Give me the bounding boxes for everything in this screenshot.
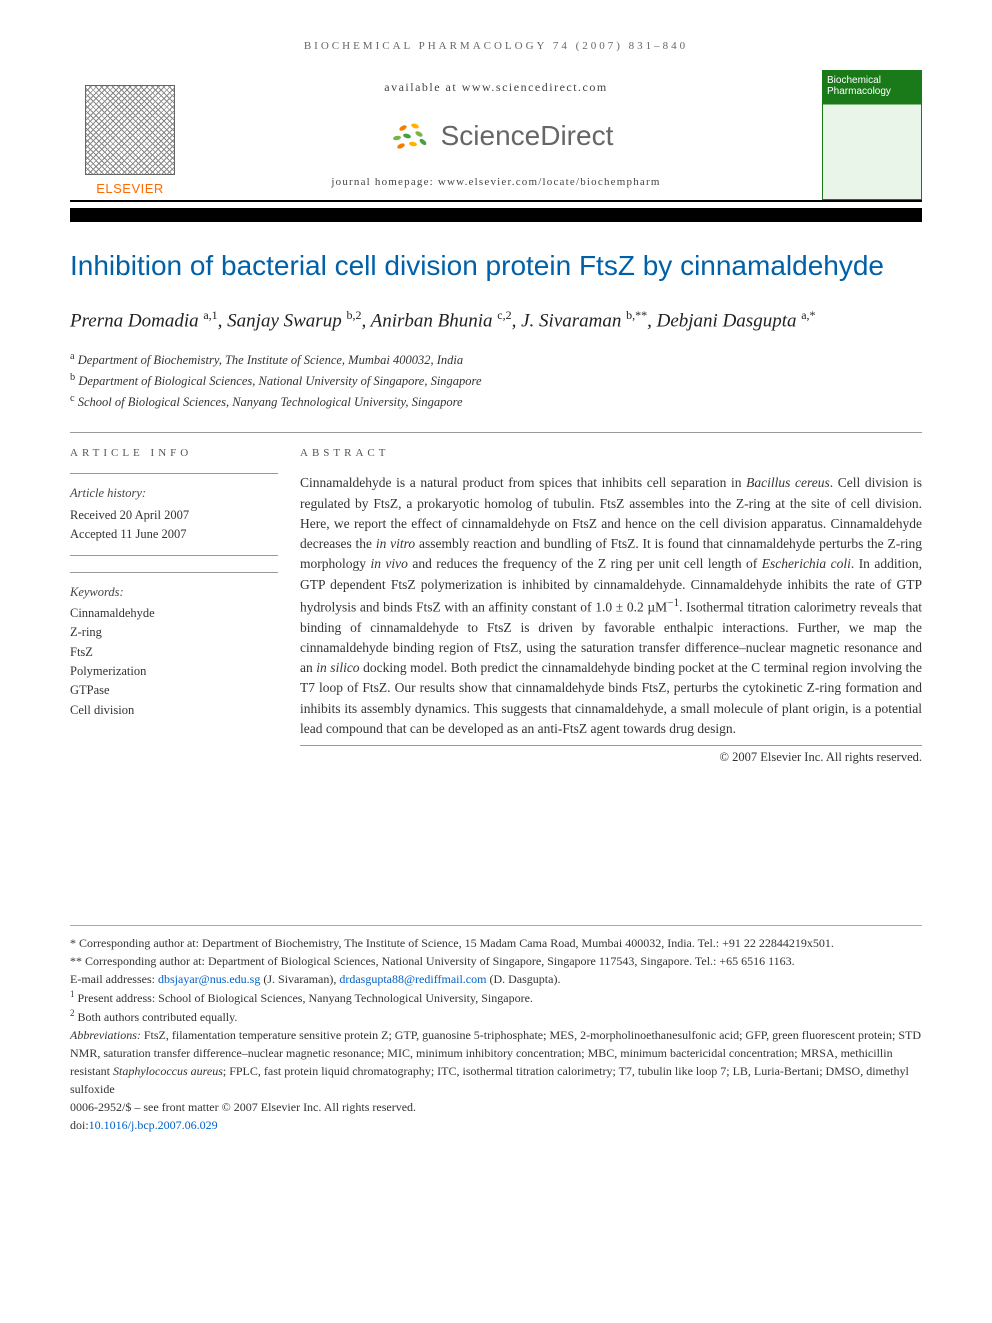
- masthead-center: available at www.sciencedirect.com: [190, 70, 802, 200]
- corresponding-2: ** Corresponding author at: Department o…: [70, 952, 922, 970]
- sciencedirect-logo: ScienceDirect: [379, 114, 614, 158]
- email-link-2[interactable]: drdasgupta88@rediffmail.com: [339, 972, 486, 986]
- keyword: Cell division: [70, 701, 278, 720]
- abstract-body: Cinnamaldehyde is a natural product from…: [300, 473, 922, 746]
- abstract-column: ABSTRACT Cinnamaldehyde is a natural pro…: [300, 447, 922, 765]
- keywords-label: Keywords:: [70, 583, 278, 602]
- abbreviations: Abbreviations: FtsZ, filamentation tempe…: [70, 1026, 922, 1098]
- affiliation: b Department of Biological Sciences, Nat…: [70, 370, 922, 391]
- email2-who: (D. Dasgupta).: [489, 972, 560, 986]
- keyword: GTPase: [70, 681, 278, 700]
- footer-block: * Corresponding author at: Department of…: [70, 925, 922, 1134]
- cover-title: Biochemical Pharmacology: [823, 71, 921, 97]
- footnote-1: 1 Present address: School of Biological …: [70, 988, 922, 1007]
- footnote-2: 2 Both authors contributed equally.: [70, 1007, 922, 1026]
- doi-line: doi:10.1016/j.bcp.2007.06.029: [70, 1116, 922, 1134]
- affiliation: a Department of Biochemistry, The Instit…: [70, 349, 922, 370]
- keywords-block: Keywords: CinnamaldehydeZ-ringFtsZPolyme…: [70, 572, 278, 721]
- article-title: Inhibition of bacterial cell division pr…: [70, 240, 922, 307]
- masthead: ELSEVIER available at www.sciencedirect.…: [70, 70, 922, 202]
- corresponding-1: * Corresponding author at: Department of…: [70, 934, 922, 952]
- publisher-name: ELSEVIER: [96, 181, 164, 196]
- sciencedirect-burst-icon: [379, 114, 433, 158]
- emails-line: E-mail addresses: dbsjayar@nus.edu.sg (J…: [70, 970, 922, 988]
- received: Received 20 April 2007: [70, 506, 278, 525]
- journal-cover-thumb: Biochemical Pharmacology: [822, 70, 922, 200]
- accepted: Accepted 11 June 2007: [70, 525, 278, 544]
- abstract-heading: ABSTRACT: [300, 447, 922, 459]
- issn-line: 0006-2952/$ – see front matter © 2007 El…: [70, 1098, 922, 1116]
- cover-thumb-wrap: Biochemical Pharmacology: [802, 70, 922, 200]
- available-at: available at www.sciencedirect.com: [384, 80, 607, 95]
- emails-label: E-mail addresses:: [70, 972, 158, 986]
- abbrev-label: Abbreviations:: [70, 1028, 144, 1042]
- keyword: Polymerization: [70, 662, 278, 681]
- article-history: Article history: Received 20 April 2007 …: [70, 473, 278, 555]
- keyword: Z-ring: [70, 623, 278, 642]
- affiliation-list: a Department of Biochemistry, The Instit…: [70, 349, 922, 422]
- abbrev-text: FtsZ, filamentation temperature sensitiv…: [70, 1028, 921, 1096]
- divider: [70, 432, 922, 433]
- affiliation: c School of Biological Sciences, Nanyang…: [70, 391, 922, 412]
- keyword: FtsZ: [70, 643, 278, 662]
- journal-homepage: journal homepage: www.elsevier.com/locat…: [331, 176, 660, 188]
- doi-link[interactable]: 10.1016/j.bcp.2007.06.029: [89, 1118, 218, 1132]
- email-link-1[interactable]: dbsjayar@nus.edu.sg: [158, 972, 260, 986]
- publisher-block: ELSEVIER: [70, 70, 190, 200]
- running-head: BIOCHEMICAL PHARMACOLOGY 74 (2007) 831–8…: [70, 40, 922, 52]
- elsevier-tree-icon: [85, 85, 175, 175]
- abstract-copyright: © 2007 Elsevier Inc. All rights reserved…: [300, 750, 922, 765]
- keyword: Cinnamaldehyde: [70, 604, 278, 623]
- author-list: Prerna Domadia a,1, Sanjay Swarup b,2, A…: [70, 307, 922, 349]
- article-info-column: ARTICLE INFO Article history: Received 2…: [70, 447, 278, 765]
- sciencedirect-text: ScienceDirect: [441, 120, 614, 152]
- black-bar: [70, 208, 922, 222]
- article-info-heading: ARTICLE INFO: [70, 447, 278, 459]
- email1-who: (J. Sivaraman),: [263, 972, 339, 986]
- history-label: Article history:: [70, 484, 278, 503]
